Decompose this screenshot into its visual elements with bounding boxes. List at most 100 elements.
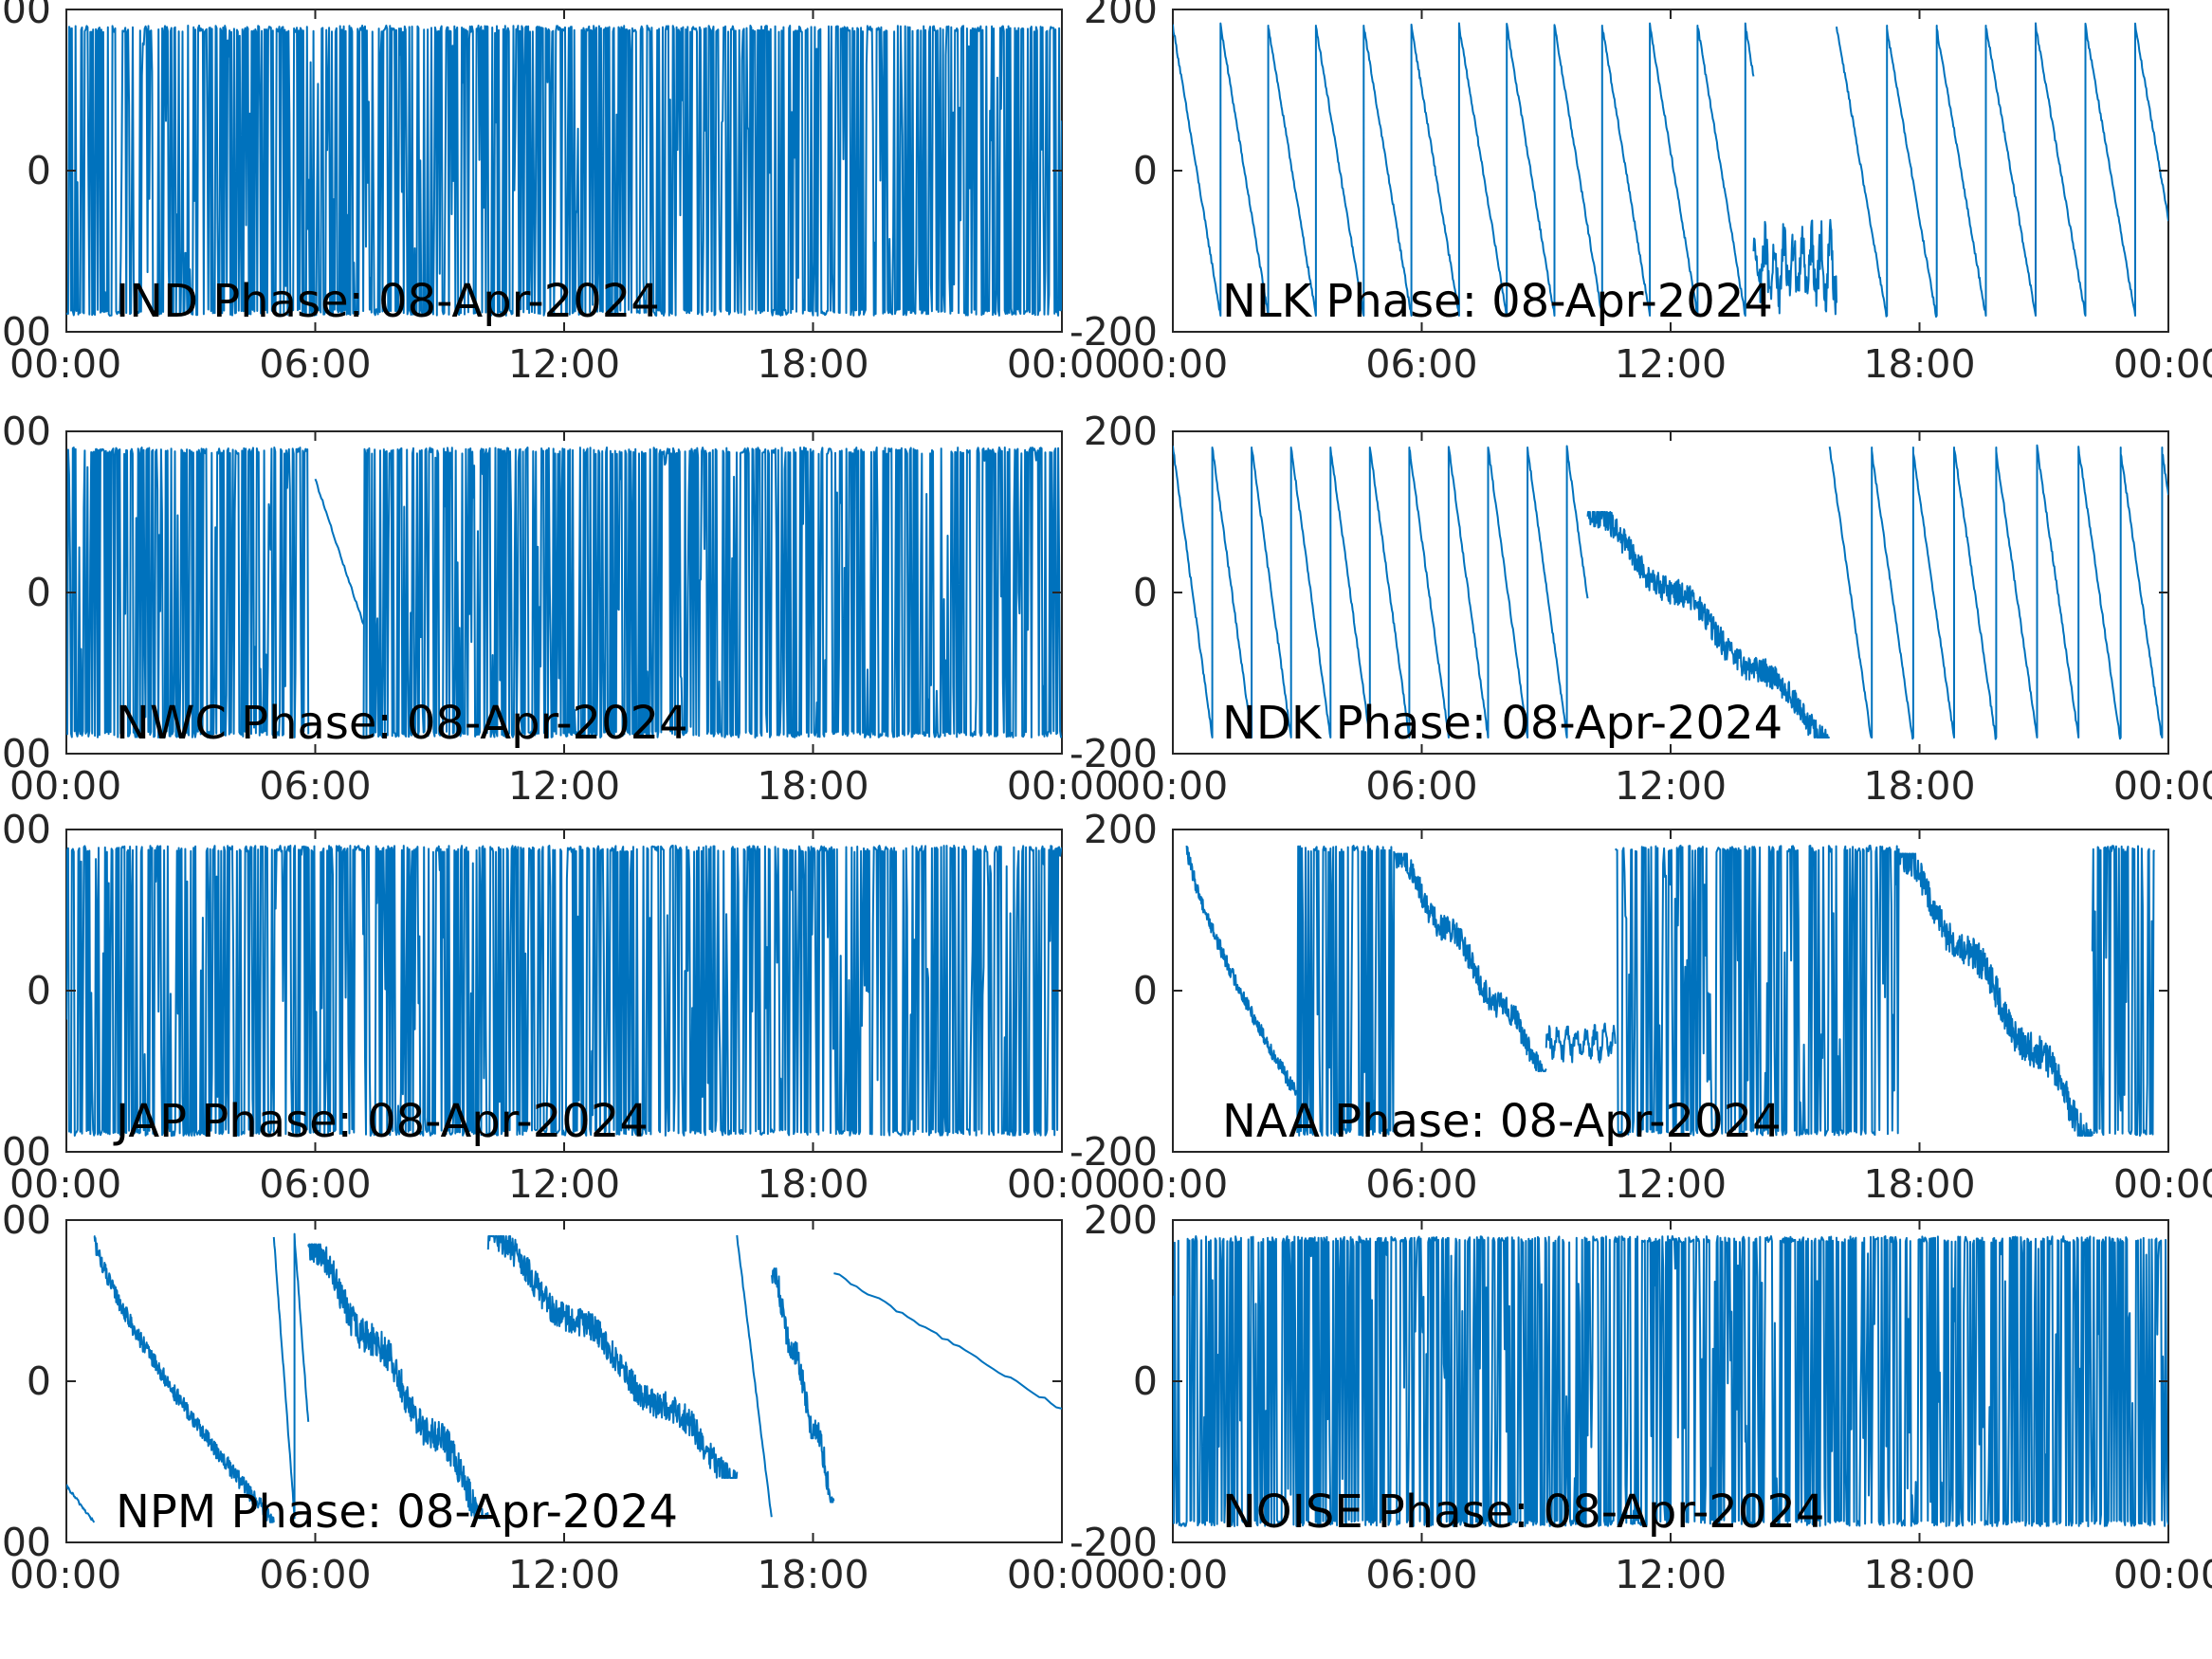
- panel-ndk: 00:00 06:00 12:00 18:00 00:00 200 0 -200 NDK Pha…: [1069, 409, 2212, 809]
- x-tick-label: 00:00: [2113, 1161, 2212, 1207]
- x-tick-label: 00:00: [1116, 341, 1228, 387]
- series-line-npm-0-6: [770, 1267, 835, 1504]
- panel-title: NPM Phase: 08-Apr-2024: [116, 1486, 678, 1539]
- x-tick-label: 06:00: [259, 1552, 371, 1597]
- series-line-ind-0-0: [66, 25, 1062, 317]
- y-tick-label: 0: [27, 148, 51, 193]
- x-tick-label: 18:00: [1863, 763, 1975, 809]
- x-tick-label: 18:00: [757, 1161, 868, 1207]
- x-tick-label: 12:00: [508, 341, 620, 387]
- panel-title: NAA Phase: 08-Apr-2024: [1222, 1095, 1782, 1148]
- x-tick-label: 18:00: [1863, 1552, 1975, 1597]
- y-tick-label: -200: [0, 1129, 51, 1175]
- series-line-npm-0-2: [272, 1232, 310, 1520]
- x-tick-label: 00:00: [1116, 1161, 1228, 1207]
- x-tick-label: 18:00: [757, 341, 868, 387]
- x-tick-label: 12:00: [1615, 1552, 1727, 1597]
- series-line-ndk-0-0: [1173, 445, 1589, 738]
- x-tick-label: 00:00: [9, 1552, 121, 1597]
- series-line-npm-0-5: [736, 1234, 773, 1518]
- x-tick-label: 00:00: [1007, 1161, 1119, 1207]
- panel-npm: 00:00 06:00 12:00 18:00 00:00 200 0 -200 NPM Pha…: [0, 1197, 1119, 1597]
- x-tick-label: 12:00: [508, 763, 620, 809]
- x-tick-label: 12:00: [1615, 341, 1727, 387]
- series-line-noise-0-0: [1173, 1235, 2168, 1527]
- x-tick-label: 00:00: [1007, 763, 1119, 809]
- y-tick-label: -200: [1069, 309, 1158, 355]
- x-tick-label: 00:00: [2113, 763, 2212, 809]
- series-line-naa-0-6: [2091, 845, 2156, 1137]
- y-tick-label: 0: [27, 570, 51, 615]
- series-line-naa-0-5: [1897, 852, 2093, 1137]
- series-line-ndk-0-1: [1586, 511, 1831, 738]
- x-tick-label: 00:00: [9, 341, 121, 387]
- y-tick-label: -200: [0, 309, 51, 355]
- x-tick-label: 12:00: [508, 1552, 620, 1597]
- x-tick-label: 12:00: [1615, 763, 1727, 809]
- panel-title: NLK Phase: 08-Apr-2024: [1222, 275, 1773, 328]
- x-tick-label: 00:00: [2113, 341, 2212, 387]
- x-tick-label: 18:00: [1863, 1161, 1975, 1207]
- series-line-nlk-0-1: [1752, 218, 1837, 316]
- panel-jap: 00:00 06:00 12:00 18:00 00:00 200 0 -200 JAP Pha…: [0, 807, 1119, 1207]
- series-line-nwc-0-2: [362, 447, 1062, 738]
- y-tick-label: -200: [1069, 1520, 1158, 1565]
- y-tick-label: -200: [0, 731, 51, 776]
- series-line-nwc-0-1: [314, 478, 365, 625]
- series-line-ndk-0-2: [1828, 444, 2168, 740]
- y-tick-label: -200: [0, 1520, 51, 1565]
- series-line-naa-0-0: [1185, 845, 1299, 1096]
- y-tick-label: 0: [1133, 570, 1158, 615]
- y-tick-label: 0: [1133, 148, 1158, 193]
- x-tick-label: 12:00: [1615, 1161, 1727, 1207]
- x-tick-label: 06:00: [1365, 1552, 1477, 1597]
- panel-noise: 00:00 06:00 12:00 18:00 00:00 200 0 -200 NOISE P…: [1069, 1197, 2212, 1597]
- series-line-nlk-0-0: [1173, 22, 1755, 317]
- series-line-nlk-0-2: [1836, 22, 2168, 319]
- y-tick-label: 0: [1133, 968, 1158, 1013]
- x-tick-label: 18:00: [757, 1552, 868, 1597]
- panel-title: NWC Phase: 08-Apr-2024: [116, 697, 688, 750]
- series-line-jap-0-0: [66, 845, 1062, 1137]
- y-tick-label: 0: [27, 1358, 51, 1404]
- series-line-npm-0-4: [486, 1235, 739, 1479]
- panel-title: NDK Phase: 08-Apr-2024: [1222, 697, 1782, 750]
- y-tick-label: 200: [1084, 1197, 1158, 1243]
- x-tick-label: 18:00: [757, 763, 868, 809]
- series-line-npm-0-1: [93, 1235, 275, 1523]
- y-tick-label: 200: [0, 409, 51, 454]
- x-tick-label: 00:00: [2113, 1552, 2212, 1597]
- panel-naa: 00:00 06:00 12:00 18:00 00:00 200 0 -200 NAA Pha…: [1069, 807, 2212, 1207]
- x-tick-label: 00:00: [1116, 763, 1228, 809]
- y-tick-label: 200: [1084, 807, 1158, 852]
- y-tick-label: 200: [0, 807, 51, 852]
- panel-title: IND Phase: 08-Apr-2024: [116, 275, 660, 328]
- y-tick-label: -200: [1069, 731, 1158, 776]
- y-tick-label: 200: [1084, 409, 1158, 454]
- y-tick-label: 0: [27, 968, 51, 1013]
- panel-nlk: 00:00 06:00 12:00 18:00 00:00 200 0 -200 NLK Pha…: [1069, 0, 2212, 387]
- panel-nwc: 00:00 06:00 12:00 18:00 00:00 200 0 -200 NWC Pha…: [0, 409, 1119, 809]
- series-line-naa-0-1: [1296, 845, 1396, 1137]
- x-tick-label: 18:00: [1863, 341, 1975, 387]
- x-tick-label: 06:00: [259, 763, 371, 809]
- x-tick-label: 00:00: [1116, 1552, 1228, 1597]
- y-tick-label: -200: [1069, 1129, 1158, 1175]
- series-line-npm-0-3: [307, 1243, 489, 1520]
- x-tick-label: 00:00: [9, 1161, 121, 1207]
- y-tick-label: 200: [0, 0, 51, 32]
- series-line-naa-0-4: [1614, 845, 1900, 1137]
- panel-title: NOISE Phase: 08-Apr-2024: [1222, 1486, 1824, 1539]
- x-tick-label: 06:00: [1365, 1161, 1477, 1207]
- series-line-npm-0-0: [66, 1484, 96, 1523]
- x-tick-label: 06:00: [1365, 763, 1477, 809]
- panel-title: JAP Phase: 08-Apr-2024: [113, 1095, 649, 1148]
- y-tick-label: 200: [1084, 0, 1158, 32]
- series-line-naa-0-3: [1545, 1022, 1617, 1064]
- x-tick-label: 06:00: [259, 341, 371, 387]
- series-line-nwc-0-0: [66, 447, 310, 738]
- y-tick-label: 0: [1133, 1358, 1158, 1404]
- x-tick-label: 12:00: [508, 1161, 620, 1207]
- x-tick-label: 00:00: [1007, 341, 1119, 387]
